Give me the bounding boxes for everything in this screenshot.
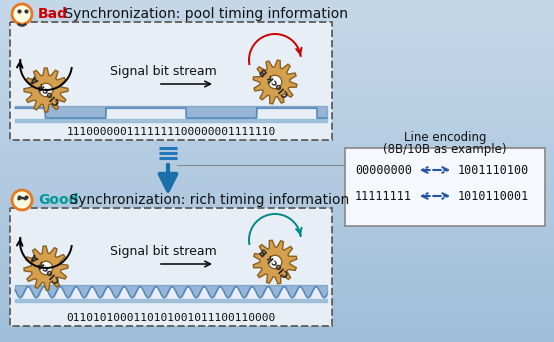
FancyBboxPatch shape (10, 208, 332, 326)
Text: 11111111: 11111111 (355, 189, 412, 202)
Text: Clock B: Clock B (259, 66, 291, 98)
Circle shape (39, 83, 53, 97)
Circle shape (268, 75, 282, 89)
Text: 00000000: 00000000 (355, 163, 412, 176)
Text: Synchronization: rich timing information: Synchronization: rich timing information (65, 193, 349, 207)
Text: Good: Good (38, 193, 79, 207)
Text: 1010110001: 1010110001 (458, 189, 529, 202)
Text: Clock A: Clock A (29, 74, 63, 106)
Polygon shape (253, 240, 297, 284)
Polygon shape (24, 246, 68, 290)
FancyBboxPatch shape (345, 148, 545, 226)
Circle shape (12, 4, 32, 24)
Polygon shape (253, 60, 297, 104)
Text: Signal bit stream: Signal bit stream (110, 66, 217, 79)
Text: (8B/10B as example): (8B/10B as example) (383, 143, 507, 156)
Text: Signal bit stream: Signal bit stream (110, 246, 217, 259)
Text: Line encoding: Line encoding (404, 131, 486, 144)
Text: Bad: Bad (38, 7, 68, 21)
Circle shape (12, 190, 32, 210)
Circle shape (268, 255, 282, 269)
Text: Clock A: Clock A (29, 252, 63, 285)
Text: 1001110100: 1001110100 (458, 163, 529, 176)
Text: 1110000001111111100000001111110: 1110000001111111100000001111110 (66, 127, 276, 137)
FancyBboxPatch shape (10, 22, 332, 140)
Text: 0110101000110101001011100110000: 0110101000110101001011100110000 (66, 313, 276, 323)
Circle shape (39, 261, 53, 275)
Text: Clock B: Clock B (259, 246, 291, 278)
Polygon shape (24, 68, 68, 112)
Text: Synchronization: pool timing information: Synchronization: pool timing information (60, 7, 348, 21)
